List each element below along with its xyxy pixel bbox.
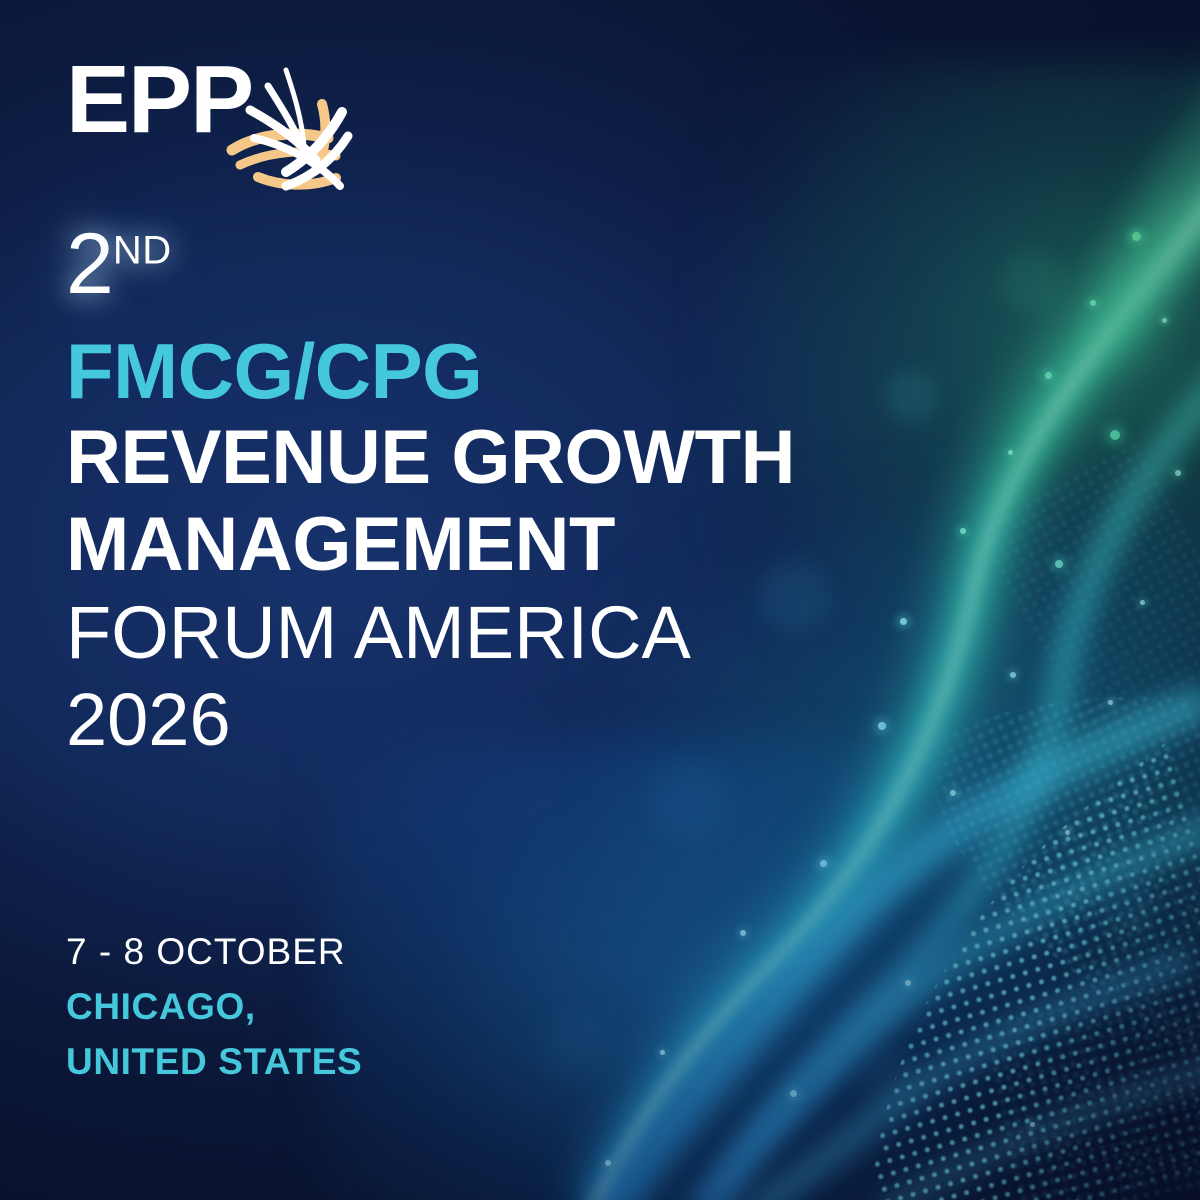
event-details-block: 7 - 8 OCTOBER CHICAGO, UNITED STATES bbox=[66, 925, 706, 1090]
event-country: UNITED STATES bbox=[66, 1041, 363, 1083]
edition-ordinal: 2ND bbox=[66, 221, 946, 328]
epp-swoosh-icon bbox=[224, 64, 354, 199]
title-sub-line-1: FORUM AMERICA bbox=[66, 590, 691, 674]
event-city: CHICAGO, bbox=[66, 985, 256, 1027]
epp-logo[interactable]: EPP bbox=[66, 52, 353, 212]
title-main-line-1: REVENUE GROWTH bbox=[66, 415, 796, 501]
event-date: 7 - 8 OCTOBER bbox=[66, 931, 346, 972]
ordinal-number: 2 bbox=[66, 216, 114, 312]
title-block: 2ND FMCG/CPG REVENUE GROWTH MANAGEMENT F… bbox=[66, 221, 946, 763]
title-sub-line-2: 2026 bbox=[66, 677, 231, 761]
ordinal-suffix: ND bbox=[112, 228, 172, 273]
title-main-line-2: MANAGEMENT bbox=[66, 501, 616, 587]
title-category: FMCG/CPG bbox=[66, 327, 483, 415]
